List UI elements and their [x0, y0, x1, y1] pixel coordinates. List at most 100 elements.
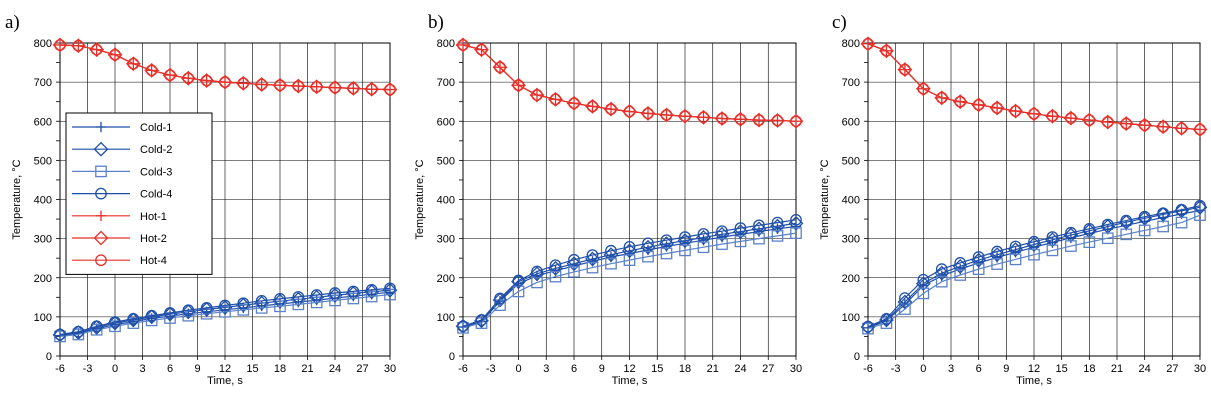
- data-point: [274, 79, 286, 92]
- data-point: [991, 258, 1003, 270]
- x-tick-label: 9: [194, 363, 200, 375]
- data-point: [659, 236, 674, 252]
- axis-ticks: [864, 42, 1201, 360]
- data-point: [1138, 224, 1151, 237]
- y-tick-label: 200: [437, 273, 455, 285]
- data-point: [1028, 235, 1040, 248]
- data-point: [475, 43, 488, 56]
- data-point: [1101, 232, 1114, 245]
- data-point: [255, 302, 268, 314]
- y-tick-label: 100: [34, 312, 52, 324]
- y-tick-label: 300: [842, 234, 860, 246]
- legend-item: Hot-1: [72, 210, 167, 223]
- data-point: [310, 289, 323, 301]
- x-tick-label: 27: [762, 363, 774, 375]
- data-point: [1009, 253, 1022, 266]
- legend-item: Cold-3: [72, 165, 172, 178]
- data-point: [972, 251, 985, 263]
- data-point: [164, 69, 176, 81]
- x-tick-label: 15: [246, 363, 258, 375]
- legend-label: Hot-1: [140, 211, 167, 223]
- series-hot-4: [457, 39, 802, 128]
- data-point: [1009, 240, 1022, 253]
- y-tick-label: 800: [34, 38, 52, 50]
- y-tick-label: 700: [437, 77, 455, 89]
- data-point: [72, 325, 85, 338]
- data-point: [917, 82, 930, 95]
- data-point: [292, 298, 305, 311]
- x-tick-label: -3: [83, 363, 93, 375]
- data-point: [384, 288, 396, 301]
- data-point: [182, 72, 195, 85]
- legend-label: Hot-2: [140, 233, 167, 245]
- y-tick-label: 400: [437, 195, 455, 207]
- data-point: [292, 80, 305, 92]
- data-point: [531, 89, 543, 101]
- data-point: [72, 328, 85, 341]
- data-point: [310, 80, 323, 93]
- data-point: [72, 39, 85, 52]
- data-point: [734, 113, 747, 126]
- data-point: [529, 266, 545, 282]
- data-point: [642, 107, 654, 120]
- data-point: [512, 274, 525, 287]
- data-point: [623, 105, 636, 118]
- data-point: [365, 290, 378, 303]
- data-point: [771, 230, 784, 242]
- data-point: [329, 287, 341, 299]
- y-tick-label: 200: [34, 273, 52, 285]
- data-point: [935, 91, 948, 104]
- data-point: [623, 254, 636, 266]
- data-point: [494, 292, 506, 305]
- data-point: [972, 98, 985, 111]
- legend-item: Cold-4: [72, 187, 172, 201]
- x-tick-label: 6: [167, 363, 173, 375]
- data-point: [200, 307, 213, 320]
- data-point: [1065, 240, 1077, 252]
- x-tick-label: 9: [1003, 363, 1009, 375]
- x-tick-label: 0: [515, 363, 521, 375]
- data-point: [237, 77, 250, 90]
- data-point: [972, 263, 985, 275]
- data-point: [1120, 117, 1133, 130]
- data-point: [696, 230, 711, 245]
- data-point: [1120, 214, 1133, 227]
- y-tick-label: 100: [437, 312, 455, 324]
- y-tick-label: 800: [437, 38, 455, 50]
- data-point: [182, 304, 195, 317]
- data-point: [1175, 216, 1188, 229]
- data-point: [255, 78, 268, 91]
- x-tick-label: 15: [651, 363, 663, 375]
- series-line: [59, 287, 391, 336]
- data-point: [347, 82, 360, 95]
- data-point: [219, 76, 231, 88]
- series-line: [59, 294, 391, 337]
- data-point: [1083, 114, 1096, 126]
- y-tick-label: 800: [842, 38, 860, 50]
- data-point: [660, 234, 673, 247]
- data-point: [365, 83, 378, 96]
- data-point: [274, 300, 286, 313]
- data-point: [954, 257, 967, 269]
- data-point: [457, 39, 469, 51]
- x-tick-label: 0: [112, 363, 118, 375]
- data-point: [255, 294, 268, 307]
- series-cold-4: [457, 213, 802, 333]
- x-axis-title: Time, s: [207, 375, 243, 387]
- data-point: [1101, 116, 1114, 128]
- x-tick-label: 21: [1111, 363, 1123, 375]
- y-tick-label: 600: [437, 116, 455, 128]
- data-point: [1046, 231, 1059, 243]
- data-point: [753, 114, 765, 126]
- legend-marker: [93, 230, 109, 246]
- data-point: [274, 293, 286, 305]
- y-tick-label: 600: [34, 116, 52, 128]
- legend-marker: [95, 187, 107, 200]
- data-point: [347, 285, 360, 298]
- data-point: [1157, 220, 1169, 233]
- series-line: [462, 219, 797, 327]
- y-tick-label: 700: [34, 77, 52, 89]
- series-line: [462, 222, 797, 327]
- data-point: [935, 263, 948, 275]
- data-point: [1083, 222, 1096, 235]
